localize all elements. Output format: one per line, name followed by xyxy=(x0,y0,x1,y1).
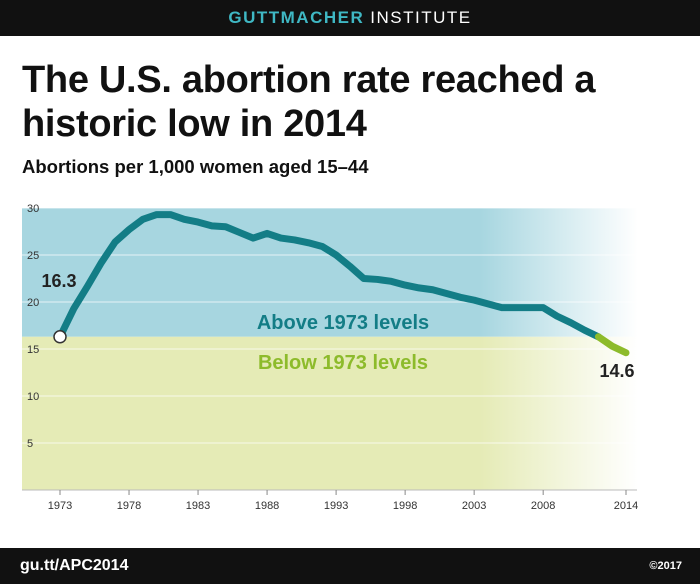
x-tick-label: 1998 xyxy=(393,500,417,512)
y-tick-label: 15 xyxy=(27,344,39,356)
x-tick-label: 1993 xyxy=(324,500,348,512)
series-line-above xyxy=(56,211,602,341)
above-band-label: Above 1973 levels xyxy=(257,312,429,334)
x-tick-label: 2008 xyxy=(531,500,555,512)
chart-subtitle: Abortions per 1,000 women aged 15–44 xyxy=(22,156,369,177)
x-tick-label: 1978 xyxy=(117,500,141,512)
x-tick-label: 1988 xyxy=(255,500,279,512)
y-tick-label: 25 xyxy=(27,250,39,262)
start-value-label: 16.3 xyxy=(41,271,76,291)
line-chart: 1973 1978 1983 1988 1993 1998 2003 2008 2014 5 10… xyxy=(22,203,638,512)
y-tick-label: 10 xyxy=(27,391,39,403)
x-tick-label: 2014 xyxy=(614,500,638,512)
brand-name-bold: GUTTMACHER xyxy=(228,8,365,27)
x-tick-label: 2003 xyxy=(462,500,486,512)
x-tick-label: 1983 xyxy=(186,500,210,512)
below-band-label: Below 1973 levels xyxy=(258,352,428,374)
brand-name-rest: INSTITUTE xyxy=(370,8,472,27)
y-tick-label: 5 xyxy=(27,438,33,450)
copyright: ©2017 xyxy=(649,560,682,572)
chart-title: The U.S. abortion rate reached a histori… xyxy=(22,59,596,145)
start-point-marker xyxy=(53,330,67,344)
footer-bar: gu.tt/APC2014 ©2017 xyxy=(0,548,700,584)
y-tick-label: 30 xyxy=(27,203,39,215)
y-tick-label: 20 xyxy=(27,297,39,309)
x-tick-label: 1973 xyxy=(48,500,72,512)
header-bar: GUTTMACHER INSTITUTE xyxy=(0,0,700,36)
end-value-label: 14.6 xyxy=(599,361,634,381)
series-line-below xyxy=(594,333,630,357)
source-url: gu.tt/APC2014 xyxy=(20,557,129,574)
